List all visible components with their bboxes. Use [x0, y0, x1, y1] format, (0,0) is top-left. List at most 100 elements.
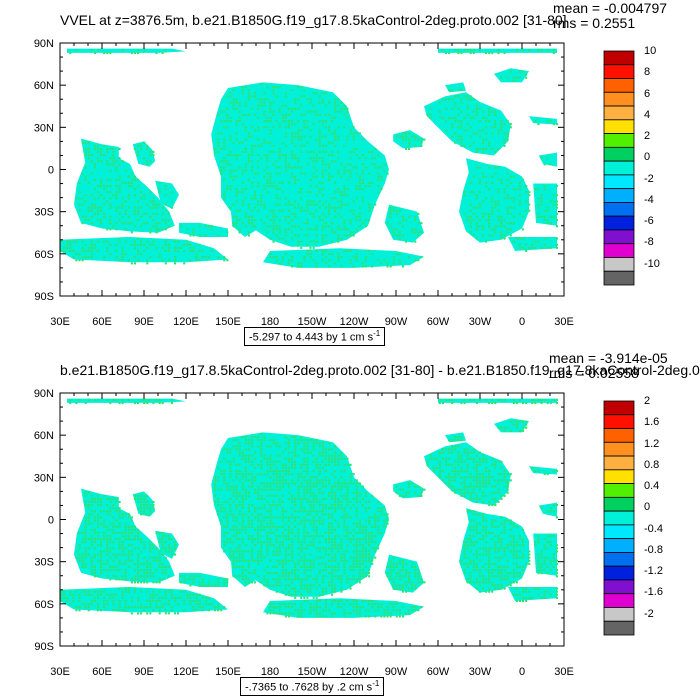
velocity-speckle	[183, 262, 186, 265]
velocity-speckle	[84, 547, 87, 550]
velocity-speckle	[398, 587, 401, 590]
velocity-speckle	[294, 565, 297, 568]
velocity-speckle	[198, 581, 201, 584]
velocity-speckle	[401, 584, 404, 587]
velocity-speckle	[133, 262, 136, 265]
velocity-speckle	[140, 541, 143, 544]
velocity-speckle	[272, 225, 275, 228]
velocity-speckle	[90, 528, 93, 531]
velocity-speckle	[115, 510, 118, 513]
velocity-speckle	[466, 466, 469, 469]
velocity-speckle	[331, 485, 334, 488]
velocity-speckle	[100, 593, 103, 596]
velocity-speckle	[361, 562, 364, 565]
velocity-speckle	[371, 150, 374, 153]
velocity-speckle	[355, 166, 358, 169]
velocity-speckle	[294, 451, 297, 454]
velocity-speckle	[229, 172, 232, 175]
velocity-speckle	[478, 531, 481, 534]
velocity-speckle	[549, 535, 552, 538]
velocity-speckle	[324, 565, 327, 568]
velocity-speckle	[395, 135, 398, 138]
velocity-speckle	[297, 578, 300, 581]
velocity-speckle	[81, 240, 84, 243]
velocity-speckle	[377, 507, 380, 510]
velocity-speckle	[106, 599, 109, 602]
velocity-speckle	[346, 578, 349, 581]
velocity-speckle	[235, 565, 238, 568]
velocity-speckle	[90, 500, 93, 503]
velocity-speckle	[482, 129, 485, 132]
velocity-speckle	[374, 615, 377, 618]
velocity-speckle	[343, 234, 346, 237]
velocity-speckle	[312, 175, 315, 178]
velocity-speckle	[334, 497, 337, 500]
velocity-speckle	[352, 528, 355, 531]
velocity-speckle	[300, 172, 303, 175]
velocity-speckle	[555, 185, 558, 188]
velocity-speckle	[361, 544, 364, 547]
velocity-speckle	[408, 609, 411, 612]
velocity-speckle	[312, 448, 315, 451]
velocity-speckle	[244, 147, 247, 150]
velocity-speckle	[318, 132, 321, 135]
velocity-speckle	[543, 398, 546, 401]
velocity-speckle	[475, 166, 478, 169]
velocity-speckle	[149, 215, 152, 218]
velocity-speckle	[247, 89, 250, 92]
velocity-speckle	[60, 590, 63, 593]
velocity-speckle	[297, 547, 300, 550]
velocity-speckle	[97, 544, 100, 547]
velocity-speckle	[303, 491, 306, 494]
velocity-speckle	[309, 609, 312, 612]
velocity-speckle	[303, 448, 306, 451]
velocity-speckle	[180, 225, 183, 228]
velocity-speckle	[275, 525, 278, 528]
velocity-speckle	[528, 559, 531, 562]
velocity-speckle	[315, 457, 318, 460]
velocity-speckle	[386, 575, 389, 578]
velocity-speckle	[463, 491, 466, 494]
velocity-speckle	[331, 473, 334, 476]
lon-label: 30E	[554, 316, 574, 328]
velocity-speckle	[482, 565, 485, 568]
velocity-speckle	[300, 547, 303, 550]
velocity-speckle	[300, 559, 303, 562]
velocity-speckle	[223, 470, 226, 473]
top-contour-range-text: -5.297 to 4.443 by 1 cm s	[249, 331, 374, 344]
velocity-speckle	[223, 482, 226, 485]
velocity-speckle	[244, 581, 247, 584]
velocity-speckle	[251, 442, 254, 445]
velocity-speckle	[272, 553, 275, 556]
velocity-speckle	[328, 113, 331, 116]
velocity-speckle	[87, 507, 90, 510]
velocity-speckle	[318, 454, 321, 457]
velocity-speckle	[112, 528, 115, 531]
velocity-speckle	[408, 575, 411, 578]
velocity-speckle	[143, 157, 146, 160]
velocity-speckle	[269, 531, 272, 534]
velocity-speckle	[512, 188, 515, 191]
velocity-speckle	[343, 219, 346, 222]
velocity-speckle	[189, 234, 192, 237]
velocity-speckle	[324, 538, 327, 541]
velocity-speckle	[124, 559, 127, 562]
velocity-speckle	[106, 569, 109, 572]
velocity-speckle	[291, 460, 294, 463]
velocity-speckle	[457, 457, 460, 460]
velocity-speckle	[84, 243, 87, 246]
velocity-speckle	[321, 575, 324, 578]
velocity-speckle	[284, 169, 287, 172]
velocity-speckle	[448, 451, 451, 454]
velocity-speckle	[478, 135, 481, 138]
velocity-speckle	[420, 578, 423, 581]
velocity-speckle	[321, 556, 324, 559]
colorbar-label: -4	[644, 193, 654, 206]
velocity-speckle	[84, 215, 87, 218]
velocity-speckle	[118, 606, 121, 609]
velocity-speckle	[543, 215, 546, 218]
velocity-speckle	[84, 256, 87, 259]
velocity-speckle	[500, 541, 503, 544]
velocity-speckle	[522, 420, 525, 423]
velocity-speckle	[244, 197, 247, 200]
